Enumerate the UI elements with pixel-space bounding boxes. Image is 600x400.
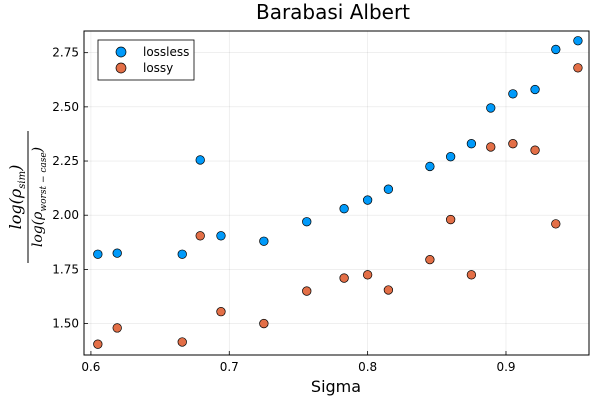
- x-tick-label: 0.8: [358, 360, 377, 374]
- grid: [84, 31, 589, 355]
- y-tick-label: 1.50: [52, 317, 79, 331]
- y-tick-label: 2.00: [52, 208, 79, 222]
- point-lossless: [339, 204, 349, 214]
- y-label-denominator: log(ρworst − case): [30, 147, 49, 247]
- point-lossy: [466, 270, 477, 280]
- point-lossy: [383, 285, 394, 295]
- point-lossless: [383, 184, 394, 194]
- x-tick-label: 0.7: [220, 360, 239, 374]
- legend: lossless lossy: [97, 39, 195, 81]
- legend-marker-lossy: [115, 62, 127, 74]
- plot-frame: [83, 30, 590, 356]
- legend-label-lossless: lossless: [143, 45, 189, 59]
- point-lossy: [508, 139, 518, 149]
- point-lossless: [112, 248, 122, 258]
- point-lossy: [177, 337, 187, 347]
- point-lossy: [573, 63, 583, 73]
- point-lossless: [216, 231, 226, 241]
- y-tick-label: 2.50: [52, 100, 79, 114]
- point-lossless: [508, 89, 518, 99]
- point-lossy: [362, 270, 373, 280]
- x-tick-label: 0.6: [81, 360, 100, 374]
- point-lossy: [339, 273, 349, 283]
- point-lossless: [466, 139, 477, 149]
- point-lossy: [486, 142, 496, 152]
- point-lossy: [112, 323, 122, 333]
- point-lossless: [425, 161, 435, 172]
- y-axis-label: log(ρsim) log(ρworst − case): [6, 131, 49, 263]
- chart-title: Barabasi Albert: [256, 0, 410, 24]
- point-lossy: [530, 145, 540, 155]
- point-lossy: [259, 318, 269, 329]
- point-lossless: [302, 217, 312, 227]
- y-tick-label: 2.25: [52, 154, 79, 168]
- data-points: [93, 36, 583, 349]
- point-lossy: [425, 254, 435, 265]
- point-lossless: [259, 236, 269, 246]
- point-lossless: [530, 84, 540, 95]
- point-lossless: [486, 103, 496, 113]
- x-tick-label: 0.9: [496, 360, 515, 374]
- axis-ticks: 0.6 0.7 0.8 0.9 1.50 1.75 2.00 2.25 2.50 2.75: [52, 46, 515, 374]
- point-lossless: [362, 195, 373, 205]
- legend-label-lossy: lossy: [143, 61, 173, 75]
- point-lossless: [551, 44, 561, 55]
- y-label-numerator: log(ρsim): [6, 165, 28, 230]
- y-tick-label: 1.75: [52, 262, 79, 276]
- point-lossless: [445, 152, 456, 162]
- x-axis-label: Sigma: [311, 377, 361, 396]
- point-lossless: [573, 36, 583, 46]
- point-lossless: [195, 155, 205, 165]
- point-lossless: [177, 249, 187, 259]
- y-tick-label: 2.75: [52, 46, 79, 60]
- point-lossy: [216, 307, 226, 317]
- point-lossy: [551, 219, 561, 229]
- legend-box: [97, 39, 195, 81]
- point-lossy: [445, 214, 456, 225]
- legend-marker-lossless: [115, 46, 127, 58]
- point-lossy: [93, 339, 103, 349]
- point-lossy: [302, 286, 312, 296]
- point-lossless: [93, 249, 103, 259]
- point-lossy: [195, 231, 205, 241]
